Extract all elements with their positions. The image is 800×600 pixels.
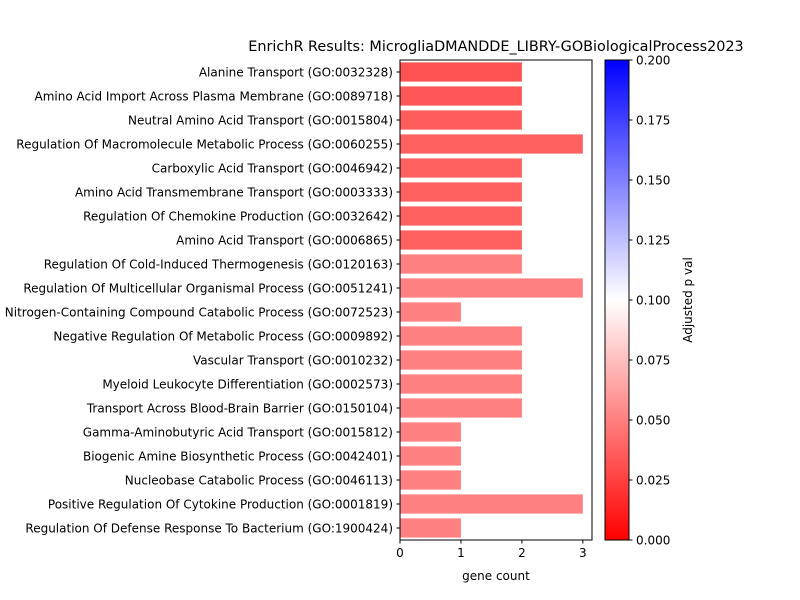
- bar: [400, 254, 522, 274]
- colorbar-tick-label: 0.150: [636, 173, 670, 187]
- y-tick-label: Transport Across Blood-Brain Barrier (GO…: [86, 401, 393, 415]
- bar: [400, 86, 522, 106]
- y-tick-label: Gamma-Aminobutyric Acid Transport (GO:00…: [83, 425, 393, 439]
- y-tick-label: Nucleobase Catabolic Process (GO:0046113…: [125, 473, 393, 487]
- chart-title: EnrichR Results: MicrogliaDMANDDE_LIBRY-…: [248, 39, 743, 55]
- y-tick-label: Negative Regulation Of Metabolic Process…: [53, 329, 393, 343]
- y-tick-label: Biogenic Amine Biosynthetic Process (GO:…: [83, 449, 393, 463]
- colorbar-tick-label: 0.000: [636, 533, 670, 547]
- bar: [400, 470, 461, 490]
- bar: [400, 326, 522, 346]
- y-tick-label: Carboxylic Acid Transport (GO:0046942): [152, 161, 393, 175]
- bar: [400, 374, 522, 394]
- colorbar-label: Adjusted p val: [681, 257, 695, 343]
- y-tick-label: Vascular Transport (GO:0010232): [193, 353, 393, 367]
- bar: [400, 110, 522, 130]
- x-tick-label: 0: [396, 546, 404, 560]
- y-tick-label: Regulation Of Multicellular Organismal P…: [23, 281, 393, 295]
- bar: [400, 446, 461, 466]
- y-tick-label: Amino Acid Transmembrane Transport (GO:0…: [75, 185, 393, 199]
- x-axis-label: gene count: [462, 569, 530, 583]
- y-tick-label: Myeloid Leukocyte Differentiation (GO:00…: [102, 377, 393, 391]
- bars-group: [400, 62, 583, 538]
- colorbar-tick-label: 0.025: [636, 473, 670, 487]
- bar: [400, 302, 461, 322]
- bar: [400, 422, 461, 442]
- bar: [400, 134, 583, 154]
- bar: [400, 62, 522, 82]
- x-tick-label: 3: [579, 546, 587, 560]
- bar: [400, 398, 522, 418]
- colorbar-tick-label: 0.050: [636, 413, 670, 427]
- bar: [400, 494, 583, 514]
- plot-frame: [399, 59, 593, 541]
- x-tick-label: 1: [457, 546, 465, 560]
- colorbar-tick-label: 0.200: [636, 53, 670, 67]
- y-tick-label: Regulation Of Chemokine Production (GO:0…: [83, 209, 393, 223]
- bar: [400, 278, 583, 298]
- x-axis: 0 1 2 3: [396, 540, 587, 560]
- bar: [400, 206, 522, 226]
- y-tick-label: Regulation Of Defense Response To Bacter…: [25, 521, 393, 535]
- bar: [400, 230, 522, 250]
- x-tick-label: 2: [518, 546, 526, 560]
- colorbar-tick-label: 0.175: [636, 113, 670, 127]
- y-tick-label: Amino Acid Transport (GO:0006865): [176, 233, 393, 247]
- y-tick-label: Neutral Amino Acid Transport (GO:0015804…: [128, 113, 393, 127]
- y-tick-label: Regulation Of Macromolecule Metabolic Pr…: [16, 137, 393, 151]
- colorbar-ticks: 0.000 0.025 0.050 0.075 0.100 0.125 0.150 0.175…: [629, 53, 670, 547]
- colorbar: [604, 59, 630, 541]
- y-tick-label: Amino Acid Import Across Plasma Membrane…: [35, 89, 393, 103]
- colorbar-tick-label: 0.075: [636, 353, 670, 367]
- bar: [400, 518, 461, 538]
- y-tick-label: Nitrogen-Containing Compound Catabolic P…: [5, 305, 393, 319]
- y-tick-label: Alanine Transport (GO:0032328): [199, 65, 393, 79]
- bar: [400, 158, 522, 178]
- colorbar-tick-label: 0.125: [636, 233, 670, 247]
- colorbar-tick-label: 0.100: [636, 293, 670, 307]
- y-tick-labels: Alanine Transport (GO:0032328) Amino Acid…: [5, 65, 400, 535]
- y-tick-label: Positive Regulation Of Cytokine Producti…: [48, 497, 393, 511]
- bar: [400, 182, 522, 202]
- bar: [400, 350, 522, 370]
- y-tick-label: Regulation Of Cold-Induced Thermogenesis…: [44, 257, 393, 271]
